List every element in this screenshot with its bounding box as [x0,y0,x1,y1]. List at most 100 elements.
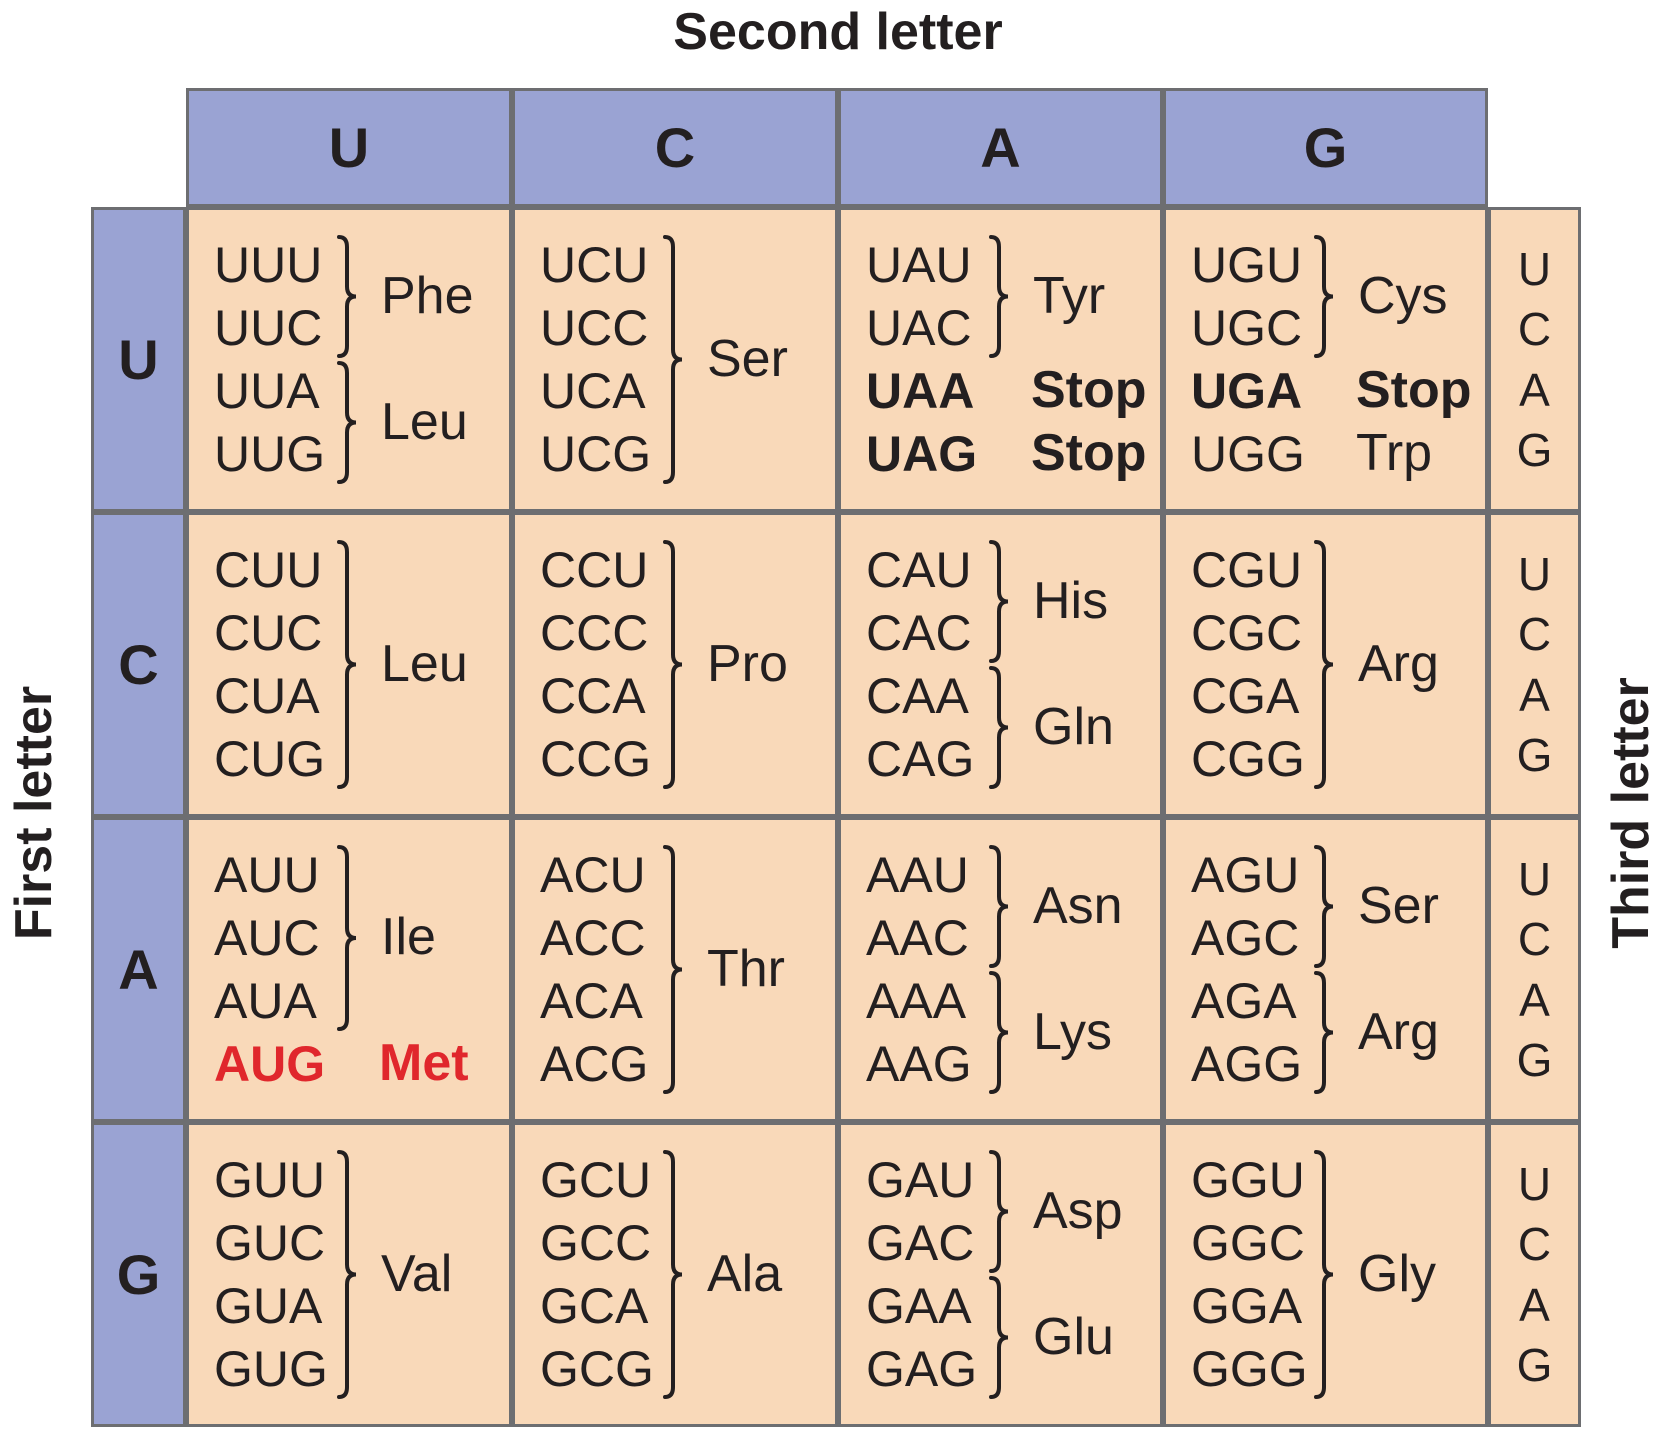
codon-uug: UUG [214,426,326,482]
codon-gca: GCA [540,1278,649,1334]
codon-uac: UAC [866,300,972,356]
codon-gug: GUG [214,1341,328,1397]
brace-icon [337,540,359,794]
codon-uuc: UUC [214,300,323,356]
codon-aca: ACA [540,973,643,1029]
brace-icon [337,235,359,363]
brace-icon [989,1150,1011,1278]
codon-gga: GGA [1191,1278,1303,1334]
codon-cell-content: AUU AUC AUA AUG Ile Met [189,820,509,1119]
codon-cell-content: CCU CCC CCA CCG Pro [515,515,835,814]
codon-ugu: UGU [1191,237,1303,293]
codon-aua: AUA [214,973,317,1029]
codon-cgu: CGU [1191,542,1303,598]
first-letter-header-u: U [91,207,186,512]
amino-acid-arg: Arg [1358,634,1439,693]
amino-acid-glu: Glu [1033,1307,1114,1366]
codon-ggu: GGU [1191,1152,1305,1208]
codon-ucc: UCC [540,300,649,356]
codon-gcg: GCG [540,1341,654,1397]
amino-acid-stop: Stop [1031,361,1147,419]
third-letter-a: A [1519,363,1550,416]
codon-aau: AAU [866,847,969,903]
brace-icon [1314,540,1336,794]
third-letter-u: U [1517,548,1552,601]
first-letter-header-a: A [91,817,186,1122]
amino-acid-leu: Leu [381,634,468,693]
codon-cag: CAG [866,731,975,787]
brace-icon [989,971,1011,1099]
codon-gac: GAC [866,1215,975,1271]
third-letter-g: G [1516,728,1553,781]
codon-ucu: UCU [540,237,649,293]
codon-aag: AAG [866,1036,972,1092]
codon-cua: CUA [214,668,320,724]
brace-icon [663,845,685,1099]
codon-cga: CGA [1191,668,1300,724]
codon-aga: AGA [1191,973,1297,1029]
codon-cell-content: GUU GUC GUA GUG Val [189,1125,509,1424]
codon-gua: GUA [214,1278,323,1334]
brace-icon [989,666,1011,794]
amino-acid-leu: Leu [381,392,468,451]
brace-icon [663,1150,685,1404]
codon-cuc: CUC [214,605,323,661]
codon-cell-uc: UCU UCC UCA UCG Ser [512,207,838,512]
codon-cell-content: ACU ACC ACA ACG Thr [515,820,835,1119]
codon-uca: UCA [540,363,646,419]
codon-cca: CCA [540,668,646,724]
brace-icon [989,540,1011,668]
brace-icon [1314,1150,1336,1404]
codon-guc: GUC [214,1215,326,1271]
codon-cgg: CGG [1191,731,1305,787]
amino-acid-thr: Thr [707,939,785,998]
amino-acid-gln: Gln [1033,697,1114,756]
codon-cac: CAC [866,605,972,661]
second-letter-title: Second letter [673,3,1003,61]
codon-cell-cc: CCU CCC CCA CCG Pro [512,512,838,817]
third-letter-a: A [1519,668,1550,721]
codon-cuu: CUU [214,542,323,598]
codon-gag: GAG [866,1341,978,1397]
codon-ugg: UGG [1191,426,1305,482]
codon-cell-uu: UUU UUC UUA UUG Phe Leu [186,207,512,512]
third-letter-u: U [1517,1158,1552,1211]
codon-ggc: GGC [1191,1215,1305,1271]
amino-acid-lys: Lys [1033,1002,1112,1061]
amino-acid-stop: Stop [1031,424,1147,482]
codon-acg: ACG [540,1036,649,1092]
amino-acid-asn: Asn [1033,876,1123,935]
codon-cau: CAU [866,542,972,598]
amino-acid-tyr: Tyr [1033,266,1106,325]
codon-agu: AGU [1191,847,1300,903]
second-letter-header-g: G [1163,88,1488,207]
codon-ggg: GGG [1191,1341,1308,1397]
brace-icon [1314,845,1336,973]
brace-icon [663,235,685,489]
codon-cell-content: UAU UAC UAA UAG Tyr Stop Stop [841,210,1160,509]
third-letter-c: C [1517,913,1552,966]
codon-auc: AUC [214,910,320,966]
codon-gcc: GCC [540,1215,652,1271]
amino-acid-pro: Pro [707,634,788,693]
first-letter-header-g: G [91,1122,186,1427]
amino-acid-met: Met [379,1034,469,1092]
codon-agc: AGC [1191,910,1300,966]
codon-cell-cu: CUU CUC CUA CUG Leu [186,512,512,817]
amino-acid-ala: Ala [707,1244,783,1303]
codon-gcu: GCU [540,1152,652,1208]
codon-ugc: UGC [1191,300,1303,356]
codon-cgc: CGC [1191,605,1303,661]
third-letter-c: C [1517,608,1552,661]
codon-cell-ug: UGU UGC UGA UGG Cys Stop Trp [1163,207,1488,512]
codon-cug: CUG [214,731,326,787]
codon-acc: ACC [540,910,646,966]
codon-cell-ca: CAU CAC CAA CAG His Gln [838,512,1163,817]
codon-uaa: UAA [866,363,975,419]
codon-acu: ACU [540,847,646,903]
codon-auu: AUU [214,847,320,903]
codon-uag: UAG [866,426,978,482]
third-letter-u: U [1517,853,1552,906]
